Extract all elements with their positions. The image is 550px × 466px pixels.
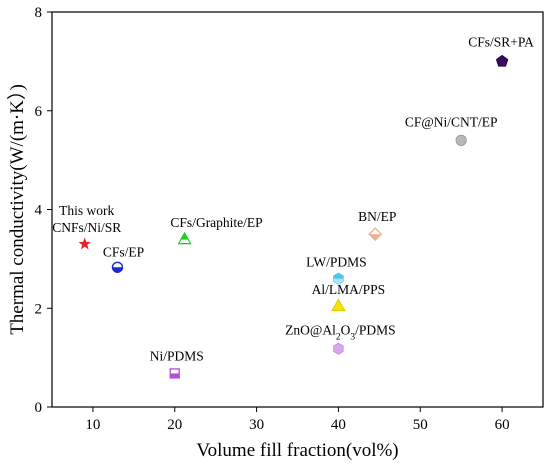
point-label: CFs/Graphite/EP	[170, 215, 262, 230]
point-label-line: This work	[59, 203, 114, 218]
point-circle-marker	[455, 134, 467, 146]
data-points	[78, 54, 509, 379]
point-labels: CFs/SR+PA CF@Ni/CNT/EP BN/EP CFs/Graphite/E…	[52, 34, 534, 363]
y-tick-label: 2	[35, 301, 43, 317]
point-square-half-marker	[169, 368, 180, 379]
x-tick-label: 60	[495, 417, 510, 433]
y-tick-label: 4	[35, 203, 43, 219]
label-part: O	[341, 323, 351, 338]
point-label-line: CNFs/Ni/SR	[52, 220, 121, 235]
point-label: CFs/EP	[103, 244, 144, 259]
label-part: ZnO@Al	[285, 323, 336, 338]
y-tick-label: 0	[35, 400, 43, 416]
point-pentagon-marker	[495, 54, 509, 67]
point-label: BN/EP	[358, 209, 396, 224]
x-tick-label: 40	[331, 417, 346, 433]
subscript: 3	[350, 333, 355, 343]
point-label: LW/PDMS	[306, 255, 367, 270]
point-star-marker	[78, 237, 91, 250]
point-diamond-half-marker	[368, 227, 383, 242]
x-tick-label: 20	[167, 417, 182, 433]
point-label: Al/LMA/PPS	[312, 282, 386, 297]
point-hexagon-half-marker	[333, 272, 344, 285]
axes: 10 20 30 40 50 60 0 2 4 6 8 Volume fill fraction(vo…	[6, 5, 544, 461]
x-tick-label: 50	[413, 417, 428, 433]
plot-frame	[51, 11, 544, 408]
subscript: 2	[336, 333, 341, 343]
point-label: CFs/SR+PA	[468, 34, 534, 49]
x-axis-title: Volume fill fraction(vol%)	[196, 440, 398, 461]
point-hexagon-marker	[333, 342, 344, 355]
y-tick-label: 8	[35, 5, 43, 21]
y-tick-label: 6	[35, 104, 43, 120]
x-tick-label: 30	[249, 417, 264, 433]
point-triangle-half-marker	[177, 231, 192, 245]
point-circle-half-marker	[111, 261, 124, 273]
y-axis-title: Thermal conductivity(W/(m·K）)	[6, 84, 28, 335]
point-label: ZnO@Al2O3/PDMS	[285, 323, 395, 343]
x-tick-label: 10	[85, 417, 100, 433]
point-label: CF@Ni/CNT/EP	[405, 114, 498, 129]
label-part: /PDMS	[355, 323, 396, 338]
point-triangle-marker	[331, 298, 346, 312]
point-label: Ni/PDMS	[150, 348, 204, 363]
